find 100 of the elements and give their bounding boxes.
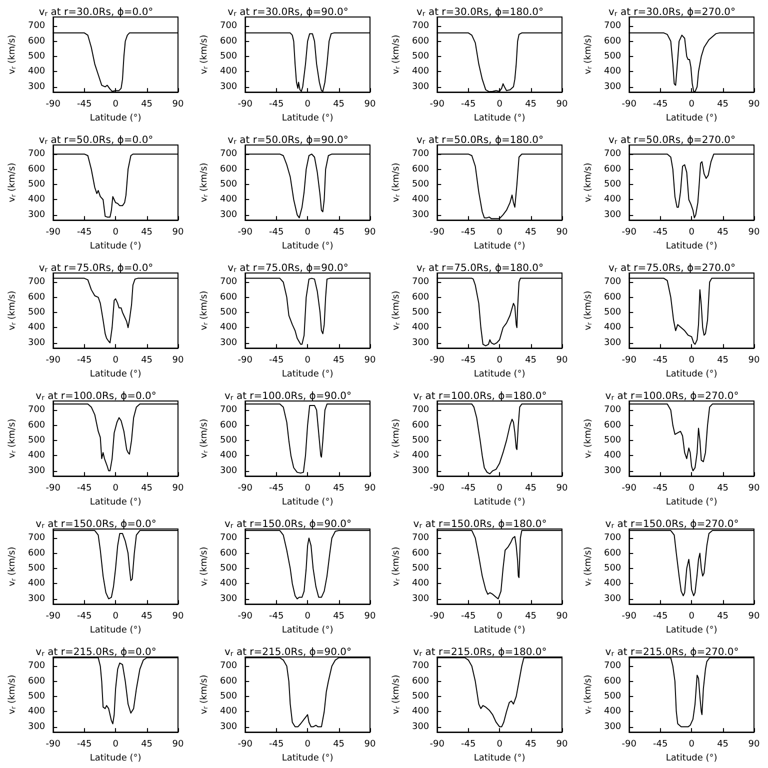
x-tick-label: -45 bbox=[269, 356, 284, 366]
x-tick-label: 90 bbox=[556, 484, 568, 494]
y-tick-label: 300 bbox=[28, 466, 46, 476]
y-tick-label: 600 bbox=[220, 36, 238, 46]
x-tick-label: 0 bbox=[112, 740, 119, 750]
x-tick-label: 90 bbox=[748, 228, 760, 238]
x-tick-label: 0 bbox=[304, 228, 311, 238]
y-tick-label: 300 bbox=[220, 722, 238, 732]
y-tick-label: 600 bbox=[604, 292, 622, 302]
x-tick-label: 90 bbox=[556, 228, 568, 238]
y-tick-label: 500 bbox=[28, 691, 46, 702]
y-tick-label: 700 bbox=[412, 405, 430, 416]
y-tick-label: 600 bbox=[604, 548, 622, 558]
x-axis-title: Latitude (°) bbox=[282, 242, 334, 252]
y-tick-label: 400 bbox=[220, 578, 238, 589]
y-tick-label: 600 bbox=[604, 676, 622, 686]
y-tick-label: 300 bbox=[412, 722, 430, 732]
x-axis-title: Latitude (°) bbox=[666, 626, 718, 636]
x-tick-label: -45 bbox=[77, 484, 92, 494]
x-tick-label: 45 bbox=[717, 228, 729, 238]
y-tick-label: 400 bbox=[412, 66, 430, 77]
y-tick-label: 500 bbox=[412, 691, 430, 702]
y-tick-label: 300 bbox=[220, 466, 238, 476]
y-tick-label: 300 bbox=[412, 338, 430, 348]
x-tick-label: -45 bbox=[461, 740, 476, 750]
y-tick-label: 500 bbox=[604, 435, 622, 446]
y-tick-label: 300 bbox=[220, 594, 238, 604]
x-tick-label: 0 bbox=[688, 484, 695, 494]
x-tick-label: 0 bbox=[304, 484, 311, 494]
x-tick-label: -90 bbox=[430, 484, 445, 494]
x-tick-label: 45 bbox=[717, 100, 729, 110]
y-tick-label: 700 bbox=[28, 533, 46, 544]
y-tick-label: 600 bbox=[220, 676, 238, 686]
y-tick-label: 500 bbox=[28, 51, 46, 62]
x-tick-label: 90 bbox=[172, 740, 184, 750]
y-tick-label: 700 bbox=[28, 277, 46, 288]
y-tick-label: 700 bbox=[220, 149, 238, 160]
y-tick-label: 300 bbox=[220, 210, 238, 220]
y-tick-label: 600 bbox=[412, 420, 430, 430]
x-tick-label: 0 bbox=[496, 100, 503, 110]
x-tick-label: -45 bbox=[653, 740, 668, 750]
x-tick-label: -90 bbox=[46, 228, 61, 238]
y-tick-label: 500 bbox=[220, 179, 238, 190]
y-tick-label: 400 bbox=[604, 578, 622, 589]
y-tick-label: 700 bbox=[604, 21, 622, 32]
x-tick-label: 90 bbox=[172, 484, 184, 494]
y-tick-label: 500 bbox=[604, 51, 622, 62]
x-tick-label: 90 bbox=[556, 100, 568, 110]
x-tick-label: -45 bbox=[269, 612, 284, 622]
y-tick-label: 400 bbox=[412, 322, 430, 333]
x-tick-label: -45 bbox=[461, 356, 476, 366]
y-tick-label: 500 bbox=[28, 179, 46, 190]
x-tick-label: -90 bbox=[46, 100, 61, 110]
x-tick-label: 90 bbox=[748, 356, 760, 366]
y-tick-label: 600 bbox=[220, 292, 238, 302]
y-tick-label: 400 bbox=[28, 322, 46, 333]
x-tick-label: 90 bbox=[364, 484, 376, 494]
y-tick-label: 400 bbox=[412, 450, 430, 461]
x-axis-title: Latitude (°) bbox=[474, 498, 526, 508]
x-tick-label: -90 bbox=[46, 356, 61, 366]
x-axis-title: Latitude (°) bbox=[474, 114, 526, 124]
y-tick-label: 500 bbox=[412, 435, 430, 446]
y-tick-label: 400 bbox=[28, 66, 46, 77]
x-tick-label: 90 bbox=[364, 356, 376, 366]
x-tick-label: -90 bbox=[622, 484, 637, 494]
y-tick-label: 500 bbox=[28, 307, 46, 318]
y-tick-label: 500 bbox=[412, 51, 430, 62]
y-tick-label: 500 bbox=[28, 563, 46, 574]
x-tick-label: 90 bbox=[172, 228, 184, 238]
y-tick-label: 400 bbox=[604, 66, 622, 77]
x-tick-label: -45 bbox=[269, 228, 284, 238]
y-tick-label: 400 bbox=[28, 194, 46, 205]
y-tick-label: 600 bbox=[412, 548, 430, 558]
y-tick-label: 300 bbox=[412, 82, 430, 92]
x-axis-title: Latitude (°) bbox=[282, 754, 334, 764]
x-tick-label: 90 bbox=[172, 356, 184, 366]
y-tick-label: 700 bbox=[220, 533, 238, 544]
y-tick-label: 300 bbox=[412, 466, 430, 476]
y-tick-label: 600 bbox=[220, 420, 238, 430]
x-tick-label: 45 bbox=[525, 228, 537, 238]
x-tick-label: -45 bbox=[269, 100, 284, 110]
x-axis-title: Latitude (°) bbox=[90, 242, 142, 252]
y-tick-label: 500 bbox=[604, 307, 622, 318]
x-tick-label: 45 bbox=[141, 740, 153, 750]
y-tick-label: 600 bbox=[28, 292, 46, 302]
x-tick-label: -90 bbox=[430, 100, 445, 110]
x-axis-title: Latitude (°) bbox=[282, 626, 334, 636]
y-tick-label: 700 bbox=[604, 277, 622, 288]
y-tick-label: 600 bbox=[412, 36, 430, 46]
y-tick-label: 500 bbox=[412, 563, 430, 574]
x-axis-title: Latitude (°) bbox=[90, 370, 142, 380]
y-tick-label: 600 bbox=[412, 676, 430, 686]
x-axis-title: Latitude (°) bbox=[282, 370, 334, 380]
y-tick-label: 700 bbox=[220, 405, 238, 416]
x-tick-label: -90 bbox=[622, 100, 637, 110]
x-tick-label: 0 bbox=[496, 740, 503, 750]
x-tick-label: -45 bbox=[269, 484, 284, 494]
x-axis-title: Latitude (°) bbox=[474, 626, 526, 636]
x-tick-label: 0 bbox=[496, 612, 503, 622]
x-tick-label: 90 bbox=[556, 612, 568, 622]
